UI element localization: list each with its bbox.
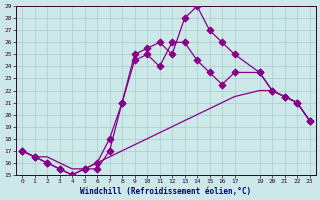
X-axis label: Windchill (Refroidissement éolien,°C): Windchill (Refroidissement éolien,°C) <box>80 187 252 196</box>
